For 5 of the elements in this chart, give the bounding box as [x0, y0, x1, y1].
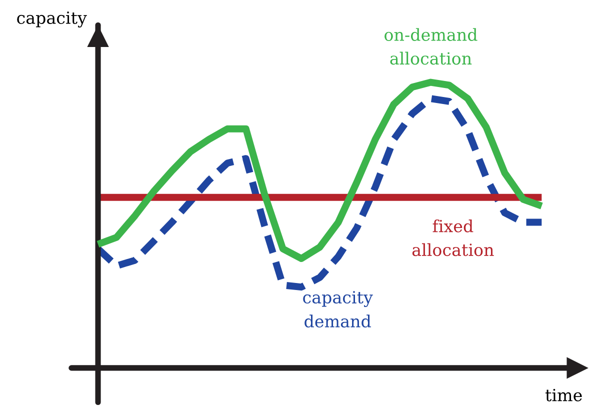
- y-axis-title: capacity: [17, 12, 87, 28]
- series-label: capacity demand: [303, 291, 373, 328]
- series-label: fixed allocation: [412, 219, 494, 256]
- series-label: on-demand allocation: [384, 28, 478, 65]
- x-axis-title: time: [545, 388, 582, 402]
